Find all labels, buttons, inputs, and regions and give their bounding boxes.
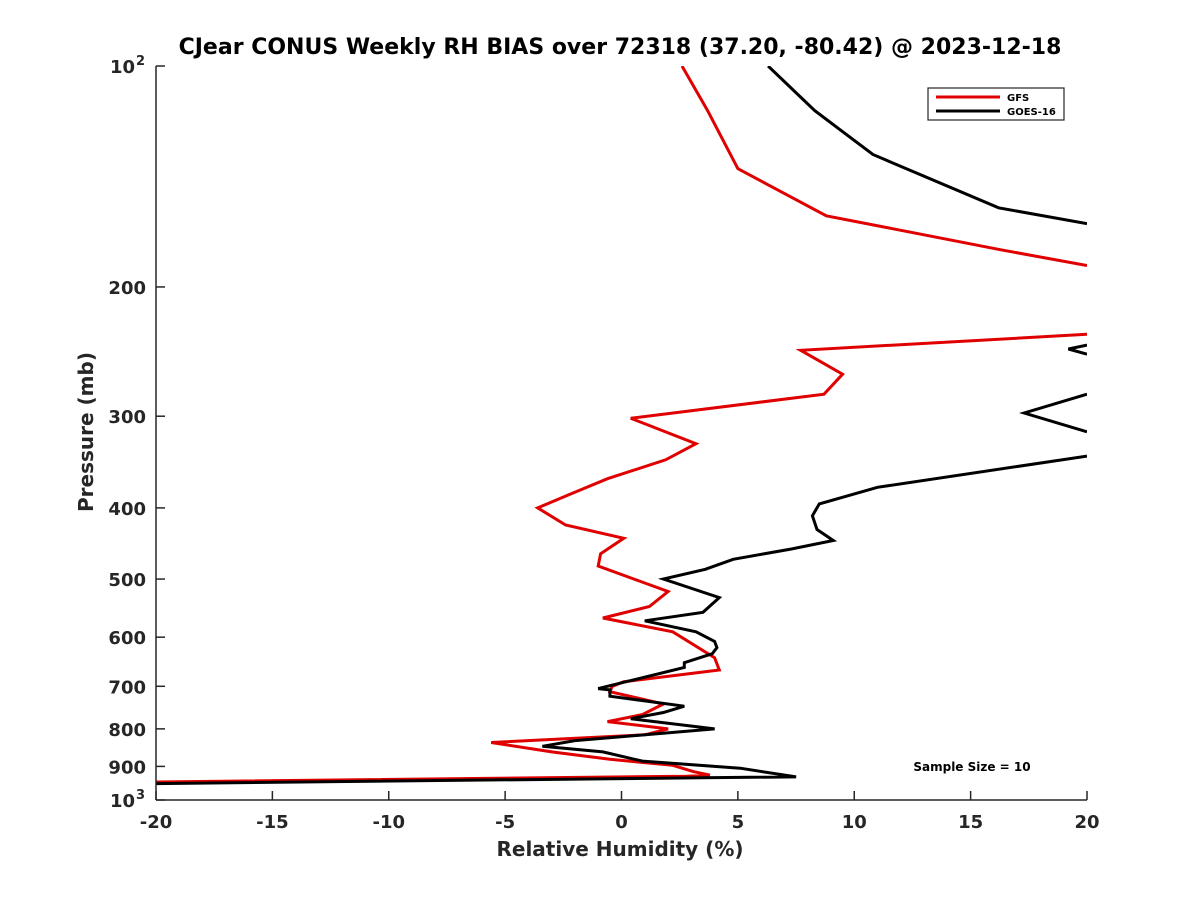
y-tick-label: 700: [108, 677, 146, 698]
y-axis-label: Pressure (mb): [74, 352, 98, 512]
series-layer: [156, 66, 1087, 786]
x-tick-label: 15: [958, 812, 983, 833]
x-tick-label: 0: [615, 812, 628, 833]
legend-box: [927, 87, 1065, 121]
legend: GFS GOES-16: [927, 87, 1065, 121]
y-tick-label: 800: [108, 720, 146, 741]
y-tick-label: 300: [108, 407, 146, 428]
y-tick-exponent: 3: [136, 788, 145, 803]
x-tick-label: 5: [732, 812, 745, 833]
x-tick-label: 20: [1074, 812, 1099, 833]
y-tick-label: 400: [108, 499, 146, 520]
legend-entry-label: GOES-16: [1007, 107, 1056, 118]
y-tick-label: 500: [108, 570, 146, 591]
x-tick-label: -5: [495, 812, 515, 833]
y-tick-exponent: 2: [136, 54, 145, 69]
x-tick-label: 10: [842, 812, 867, 833]
x-tick-label: -20: [140, 812, 173, 833]
sample-size-annotation: Sample Size = 10: [913, 760, 1030, 774]
y-tick-label: 900: [108, 757, 146, 778]
legend-entry-label: GFS: [1007, 93, 1029, 104]
x-tick-label: -10: [372, 812, 405, 833]
series-line-goes-16: [156, 66, 1087, 786]
series-line-gfs: [156, 66, 1087, 784]
y-tick-label: 10: [110, 57, 135, 78]
x-tick-label: -15: [256, 812, 289, 833]
y-tick-label: 600: [108, 628, 146, 649]
x-axis-label: Relative Humidity (%): [496, 837, 743, 861]
chart-title: CJear CONUS Weekly RH BIAS over 72318 (3…: [179, 35, 1062, 60]
y-tick-label: 200: [108, 278, 146, 299]
y-tick-label: 10: [110, 791, 135, 812]
